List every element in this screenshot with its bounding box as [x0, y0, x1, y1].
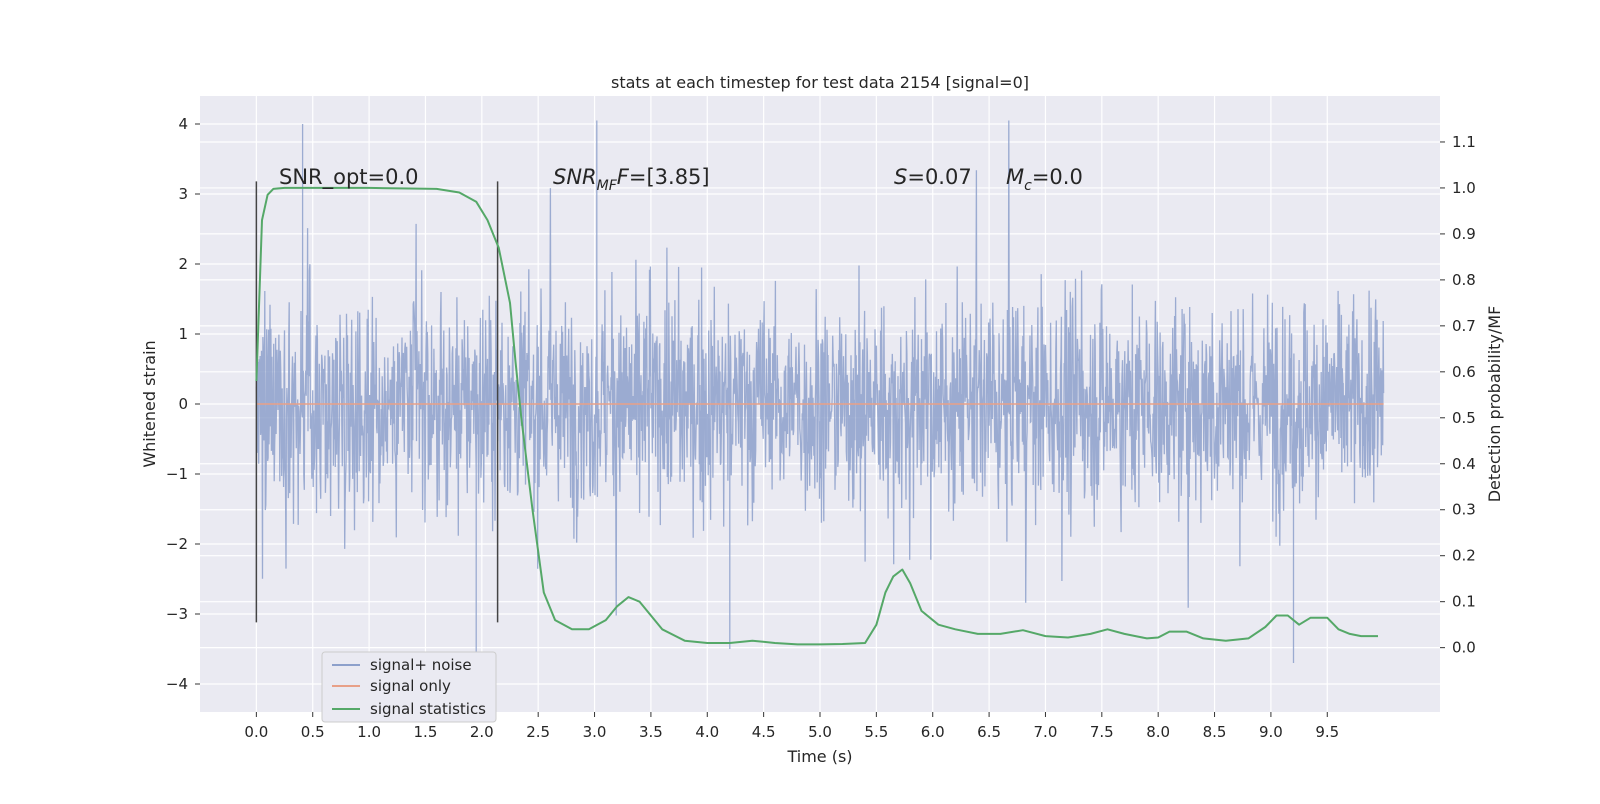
x-tick-label: 9.5	[1315, 723, 1339, 741]
right-y-tick-label: 0.2	[1452, 547, 1476, 565]
y-tick-label: −1	[166, 465, 188, 483]
snr-mf-subscript: MF	[597, 178, 618, 194]
y-tick-label: 0	[178, 395, 188, 413]
signal-statistics-line	[255, 186, 1378, 646]
right-y-axis-ticks: 1.1 1.0 0.9 0.8 0.7 0.6 0.5 0.4 0.3 0.2 0.1 0.0	[1440, 133, 1476, 657]
snr-opt-annotation: SNR_opt=0.0	[279, 165, 419, 190]
snr-mf-f: F	[617, 165, 630, 189]
x-tick-label: 6.0	[921, 723, 945, 741]
signal-statistics-series	[255, 186, 1378, 646]
y-tick-label: −3	[166, 605, 188, 623]
y-tick-label: −4	[166, 675, 188, 693]
mc-subscript: c	[1024, 178, 1032, 194]
legend-box	[321, 651, 497, 723]
x-tick-label: 4.5	[752, 723, 776, 741]
signal-noise-series	[255, 120, 1385, 663]
y-tick-label: 2	[178, 255, 188, 273]
x-tick-label: 7.0	[1034, 723, 1058, 741]
right-y-tick-label: 0.4	[1452, 455, 1476, 473]
right-y-axis-label: Detection probability/MF	[1485, 306, 1504, 503]
x-tick-label: 2.0	[470, 723, 494, 741]
x-tick-label: 8.0	[1146, 723, 1170, 741]
x-tick-label: 1.5	[414, 723, 438, 741]
x-axis-ticks: 0.0 0.5 1.0 1.5 2.0 2.5 3.0 3.5 4.0 4.5 5.0 5.5 6.0 6…	[244, 712, 1339, 741]
snr-mf-symbol: SNR	[553, 165, 597, 189]
x-tick-label: 1.0	[357, 723, 381, 741]
s-annotation: S=0.07	[894, 165, 972, 189]
legend-label-signal-only: signal only	[370, 677, 451, 695]
right-y-tick-label: 0.0	[1452, 639, 1476, 657]
x-tick-label: 9.0	[1259, 723, 1283, 741]
x-tick-label: 5.0	[808, 723, 832, 741]
mc-annotation: Mc=0.0	[1006, 165, 1083, 194]
right-y-tick-label: 0.1	[1452, 593, 1476, 611]
plot-title: stats at each timestep for test data 215…	[611, 73, 1029, 92]
y-axis-label: Whitened strain	[140, 340, 159, 467]
x-tick-label: 0.0	[244, 723, 268, 741]
right-y-tick-label: 1.0	[1452, 179, 1476, 197]
s-value: =0.07	[907, 165, 971, 189]
legend-label-signal-noise: signal+ noise	[370, 656, 472, 674]
right-y-tick-label: 0.5	[1452, 409, 1476, 427]
x-tick-label: 7.5	[1090, 723, 1114, 741]
y-tick-label: 4	[178, 115, 188, 133]
x-tick-label: 4.0	[695, 723, 719, 741]
x-tick-label: 5.5	[864, 723, 888, 741]
x-tick-label: 3.5	[639, 723, 663, 741]
snr-mf-annotation: SNRMFF=[3.85]	[553, 165, 710, 194]
signal-noise-line	[255, 120, 1385, 663]
x-tick-label: 6.5	[977, 723, 1001, 741]
right-y-tick-label: 0.9	[1452, 225, 1476, 243]
x-tick-label: 2.5	[526, 723, 550, 741]
x-axis-label: Time (s)	[786, 747, 852, 766]
right-y-tick-label: 0.8	[1452, 271, 1476, 289]
x-tick-label: 3.0	[583, 723, 607, 741]
right-y-tick-label: 1.1	[1452, 133, 1476, 151]
y-axis-ticks: 4 3 2 1 0 −1 −2 −3 −4	[166, 115, 200, 693]
mc-symbol: M	[1006, 165, 1024, 189]
y-tick-label: 3	[178, 185, 188, 203]
right-y-tick-label: 0.6	[1452, 363, 1476, 381]
right-y-tick-label: 0.7	[1452, 317, 1476, 335]
y-tick-label: 1	[178, 325, 188, 343]
y-tick-label: −2	[166, 535, 188, 553]
vertical-markers	[255, 181, 499, 623]
x-tick-label: 0.5	[301, 723, 325, 741]
snr-mf-value: =[3.85]	[629, 165, 710, 189]
s-symbol: S	[894, 165, 907, 189]
x-tick-label: 8.5	[1203, 723, 1227, 741]
right-y-tick-label: 0.3	[1452, 501, 1476, 519]
mc-value: =0.0	[1032, 165, 1083, 189]
legend-label-signal-statistics: signal statistics	[370, 700, 486, 718]
legend: signal+ noise signal only signal statist…	[321, 651, 497, 723]
